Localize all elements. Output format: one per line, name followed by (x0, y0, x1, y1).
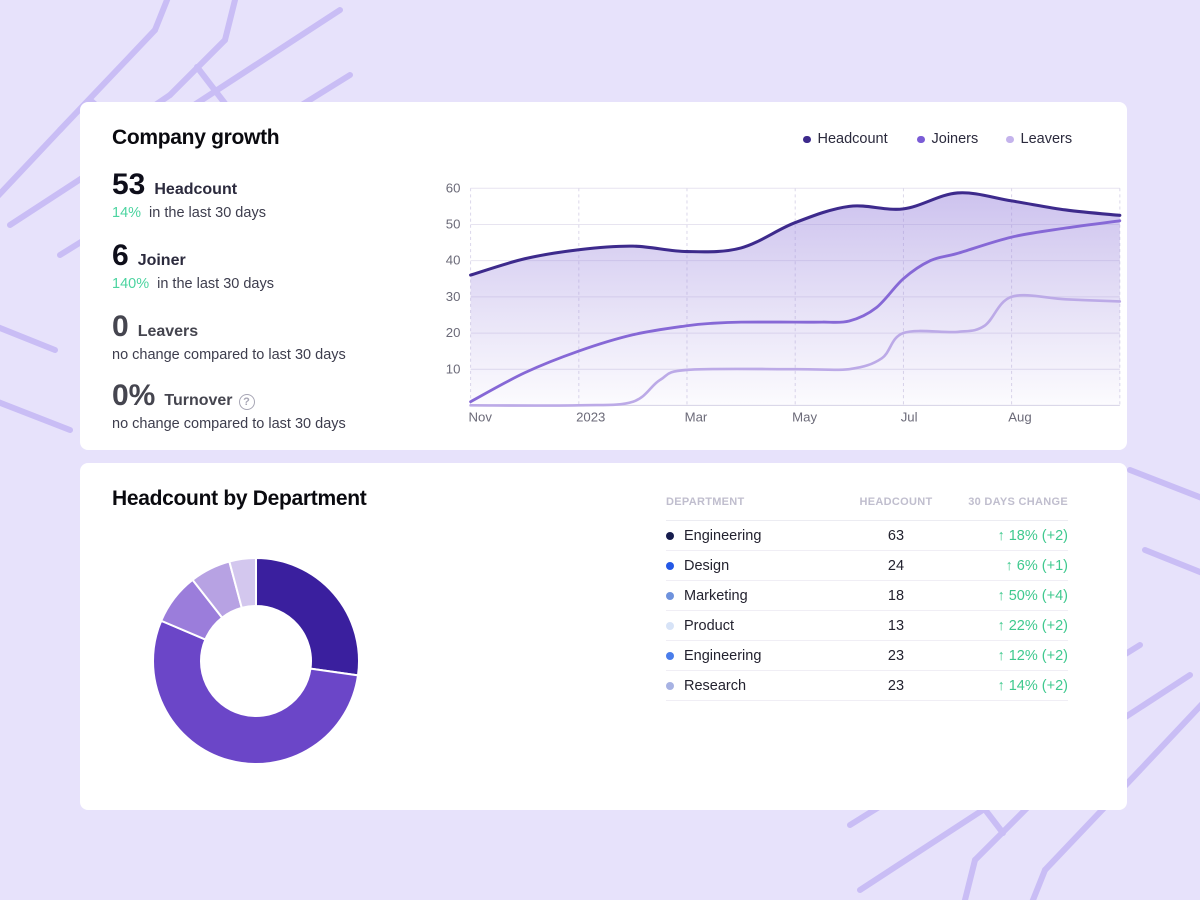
svg-text:60: 60 (446, 180, 461, 195)
svg-text:Nov: Nov (469, 410, 493, 424)
svg-text:Mar: Mar (685, 410, 708, 424)
svg-text:2023: 2023 (576, 410, 605, 424)
svg-text:40: 40 (446, 253, 461, 268)
svg-text:10: 10 (446, 361, 461, 376)
svg-text:30: 30 (446, 289, 461, 304)
svg-text:Aug: Aug (1008, 410, 1031, 424)
svg-text:Jul: Jul (901, 410, 918, 424)
svg-text:50: 50 (446, 217, 461, 232)
svg-text:May: May (792, 410, 817, 424)
svg-text:20: 20 (446, 325, 461, 340)
